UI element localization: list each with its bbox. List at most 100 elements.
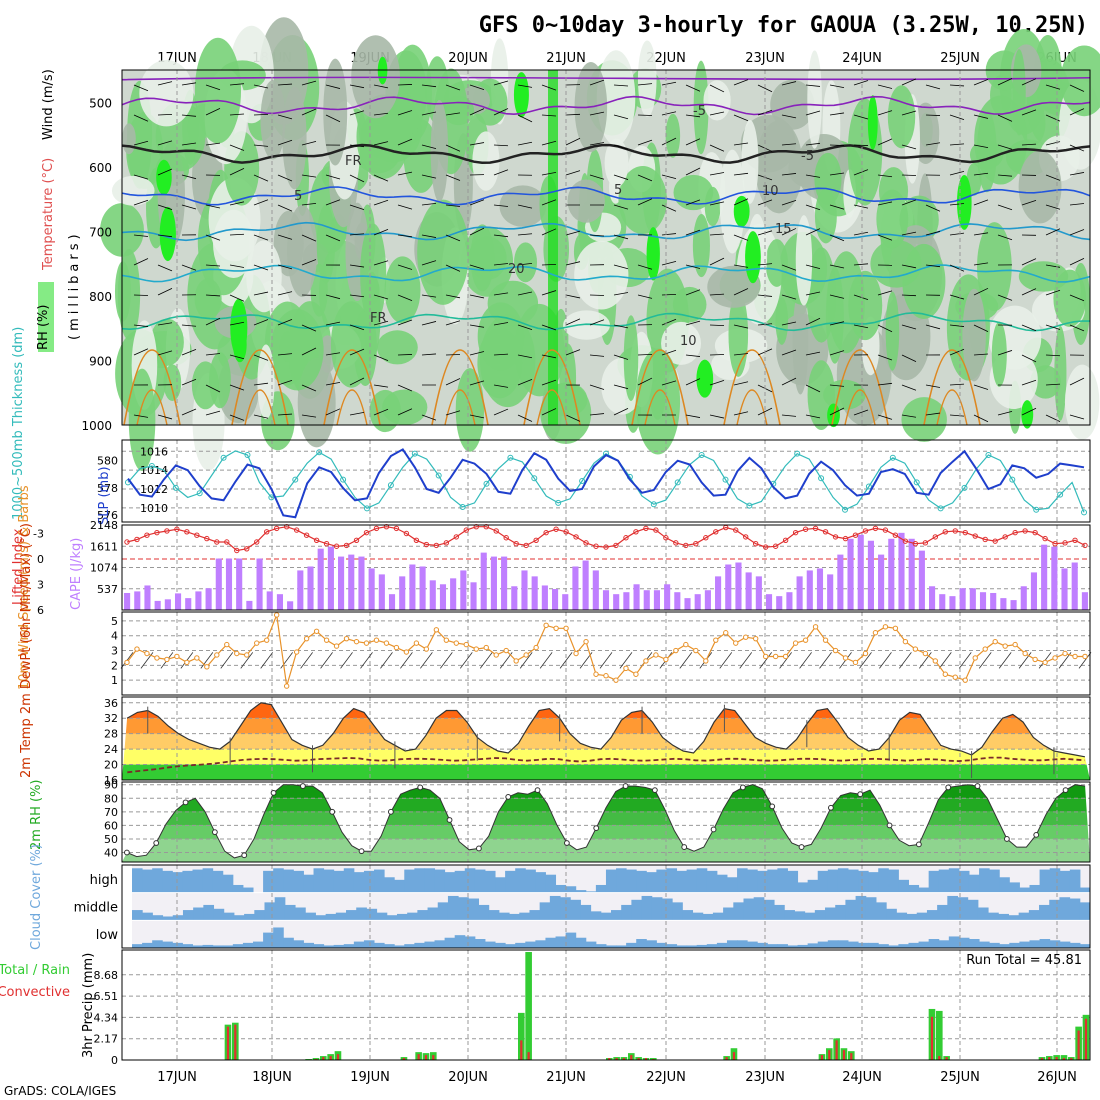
wind-barb xyxy=(373,84,389,89)
cloud-bar xyxy=(616,868,627,893)
warm-contour xyxy=(844,389,876,426)
top-date-label: 21JUN xyxy=(546,51,586,66)
wind-barb xyxy=(781,228,797,236)
wind-barb xyxy=(469,294,485,299)
wind-barb xyxy=(469,108,485,116)
cloud-bar xyxy=(875,902,887,921)
warm-contour xyxy=(923,349,981,426)
wind-barb xyxy=(493,263,509,266)
li-point xyxy=(523,542,529,549)
wind-barb xyxy=(805,351,821,356)
precip-convective-bar xyxy=(1084,1018,1088,1060)
cloud-bar xyxy=(777,868,788,893)
wind-barb xyxy=(637,83,653,86)
wind-barb xyxy=(805,228,821,236)
rh-blob xyxy=(755,120,803,214)
cape-bar xyxy=(1041,544,1048,610)
isotherm-line xyxy=(121,221,1091,242)
cloud-bar xyxy=(539,902,551,921)
wind-barb xyxy=(1069,229,1085,236)
cloud-bar xyxy=(232,884,244,893)
cloud-bar xyxy=(1029,940,1041,948)
li-point xyxy=(273,525,280,532)
cloud-bar xyxy=(202,944,214,948)
li-point xyxy=(224,539,230,545)
cloud-bar xyxy=(132,944,143,948)
cloud-bar xyxy=(918,887,930,893)
cape-bar xyxy=(664,584,671,610)
wind-speed-point xyxy=(1042,659,1048,666)
cloud-bar xyxy=(1049,868,1061,893)
wind-barb xyxy=(781,143,797,146)
thickness-point xyxy=(674,479,681,486)
wind-barb xyxy=(181,324,197,327)
wind-barb xyxy=(541,114,557,117)
rh-point xyxy=(505,794,512,800)
li-point xyxy=(653,527,659,533)
thickness-point xyxy=(244,452,251,459)
wind-barb xyxy=(829,84,845,89)
cloud-bar xyxy=(283,937,294,948)
cape-bar xyxy=(837,554,844,610)
cloud-bar xyxy=(595,944,607,948)
wind-barb xyxy=(685,229,701,236)
cape-bar xyxy=(990,592,997,610)
cloud-bar xyxy=(202,868,214,893)
cape-bar xyxy=(348,554,355,610)
rh-blob xyxy=(741,120,759,204)
cloud-bar xyxy=(686,945,698,948)
cloud-bar xyxy=(162,916,174,921)
wind-barb xyxy=(205,353,221,356)
precip-total-bar xyxy=(518,1012,525,1060)
rh-point xyxy=(563,840,570,846)
rh-blob xyxy=(870,239,922,288)
wind-barb xyxy=(679,652,693,669)
temp-band xyxy=(122,718,1090,734)
temp-axis-label: 2m Temp 2m DewPt (6hr Min/Max) (°C) xyxy=(19,523,34,778)
cloud-bar xyxy=(132,868,143,893)
bottom-date-label: 19JUN xyxy=(350,1070,390,1085)
rh-core xyxy=(377,56,388,85)
bottom-date-label: 20JUN xyxy=(448,1070,488,1085)
wind-barb xyxy=(519,652,533,669)
cloud-bar xyxy=(323,869,335,893)
cape-bar xyxy=(725,564,732,610)
wind-speed-point xyxy=(1072,653,1078,660)
wind-barb xyxy=(1069,108,1085,116)
wind-barb xyxy=(1069,414,1085,420)
cloud-bar xyxy=(967,899,979,921)
rh-point xyxy=(1062,787,1069,794)
wind-barb xyxy=(733,114,749,122)
cloud-bar xyxy=(434,940,446,948)
cloud-bar xyxy=(726,940,738,948)
wind-barb xyxy=(325,114,341,123)
cloud-bar xyxy=(585,941,597,948)
wind-barb xyxy=(613,204,629,210)
rh-tick-label: 40 xyxy=(104,847,118,860)
wind-barb xyxy=(709,84,725,93)
rh-point xyxy=(299,783,306,789)
rh-blob xyxy=(330,301,372,388)
wind-barb xyxy=(205,204,221,209)
wind-barb xyxy=(973,144,989,148)
wind-speed-point xyxy=(792,640,799,646)
contour-label: 20 xyxy=(508,262,525,277)
wind-barb xyxy=(1021,258,1037,266)
wind-barb xyxy=(517,84,533,88)
cloud-bar xyxy=(1079,902,1091,921)
cloud-bar xyxy=(394,945,405,948)
wind-barb xyxy=(613,174,629,180)
cloud-bar xyxy=(696,944,708,948)
rh-point xyxy=(387,808,394,815)
wind-barb xyxy=(1045,414,1061,423)
wind-barb xyxy=(133,140,149,146)
thickness-point xyxy=(435,472,442,479)
cloud-bar xyxy=(1008,915,1020,921)
wind-barb xyxy=(1069,172,1085,176)
top-date-label: 22JUN xyxy=(646,51,686,66)
wind-barb xyxy=(157,113,173,116)
pressure-tick-label: 600 xyxy=(89,161,112,175)
rh-blob xyxy=(707,265,760,308)
